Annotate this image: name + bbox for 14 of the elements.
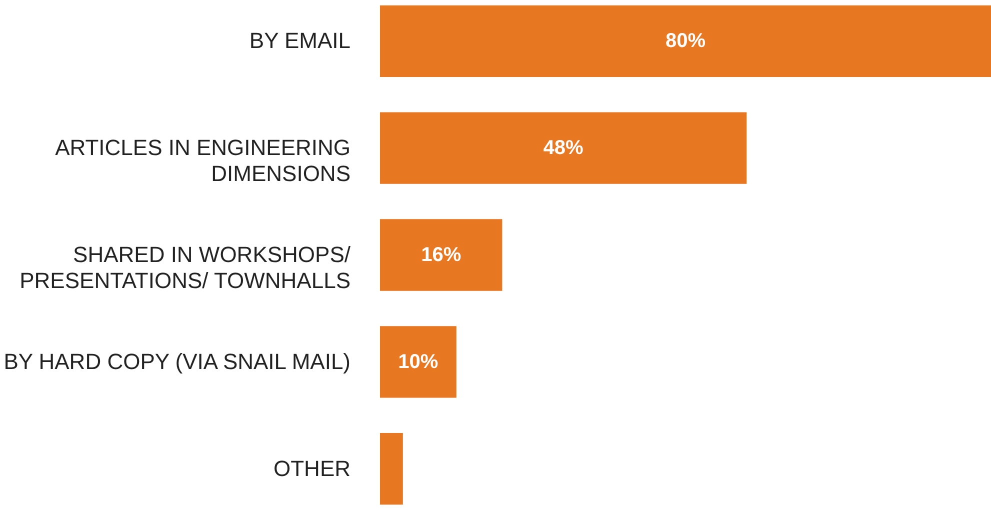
y-tick-label: BY EMAIL bbox=[249, 28, 350, 54]
data-label: 48% bbox=[543, 137, 584, 160]
y-tick-label: OTHER bbox=[274, 456, 350, 481]
bar bbox=[380, 326, 456, 398]
data-label: 10% bbox=[398, 350, 438, 373]
y-tick-label: SHARED IN WORKSHOPS/ PRESENTATIONS/ TOWNHALLS bbox=[20, 242, 352, 293]
bar bbox=[380, 5, 991, 77]
y-tick-label: ARTICLES IN ENGINEERING DIMENSIONS bbox=[55, 135, 350, 186]
data-label: 80% bbox=[665, 30, 706, 52]
data-label: 16% bbox=[421, 244, 462, 266]
bar bbox=[380, 433, 403, 505]
bar bbox=[380, 219, 502, 291]
y-tick-label: BY HARD COPY (VIA SNAIL MAIL) bbox=[4, 348, 350, 374]
bar bbox=[380, 112, 747, 184]
